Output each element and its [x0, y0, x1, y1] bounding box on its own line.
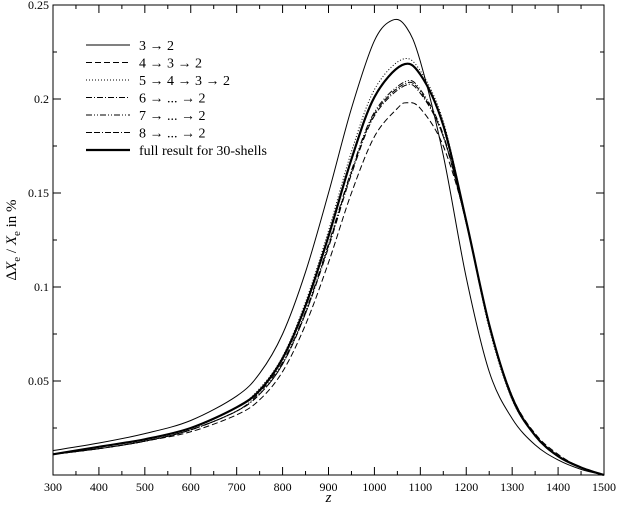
y-label-x2: X — [4, 235, 20, 246]
x-tick-label: 300 — [44, 480, 62, 494]
x-tick-label: 600 — [182, 480, 200, 494]
y-axis-label: ΔXe / Xe in % — [4, 199, 23, 280]
x-tick-label: 1100 — [409, 480, 433, 494]
x-tick-label: 800 — [274, 480, 292, 494]
x-tick-label: 700 — [228, 480, 246, 494]
y-label-x1: X — [4, 261, 20, 272]
x-tick-label: 1000 — [362, 480, 386, 494]
y-label-suffix: in % — [4, 199, 20, 231]
series-lines — [52, 18, 605, 477]
y-tick-label: 0.05 — [28, 374, 49, 388]
y-label-delta: Δ — [4, 271, 20, 281]
x-tick-label: 1300 — [500, 480, 524, 494]
series-line — [52, 62, 605, 477]
legend-entry-label: 6 → ... → 2 — [139, 92, 206, 107]
y-tick-label: 0.15 — [28, 186, 49, 200]
x-axis-label: z — [325, 490, 332, 506]
y-label-slash: / — [4, 245, 20, 257]
y-label-sub2: e — [11, 231, 23, 236]
x-tick-label: 500 — [136, 480, 154, 494]
y-tick-label: 0.25 — [28, 0, 49, 12]
x-tick-label: 1400 — [546, 480, 570, 494]
axis-tick-labels: 300 400 500 600 700 800 900 1000 1100 1200 1300 140… — [28, 0, 616, 494]
legend-entry-label: 4 → 3 → 2 — [139, 57, 202, 72]
legend-entry-label: 3 → 2 — [139, 39, 174, 54]
x-tick-label: 1500 — [592, 480, 616, 494]
y-tick-label: 0.2 — [34, 92, 49, 106]
series-line — [52, 18, 605, 476]
axis-ticks — [52, 4, 605, 475]
x-tick-label: 900 — [320, 480, 338, 494]
x-tick-label: 400 — [90, 480, 108, 494]
legend-entry-label: 5 → 4 → 3 → 2 — [139, 74, 230, 89]
legend: 3 → 2 4 → 3 → 2 5 → 4 → 3 → 2 6 → ... → 2 7 … — [86, 39, 267, 159]
x-tick-label: 1200 — [454, 480, 478, 494]
y-label-sub1: e — [11, 257, 23, 262]
legend-entry-label: full result for 30-shells — [139, 144, 267, 159]
legend-entry-label: 7 → ... → 2 — [139, 109, 206, 124]
legend-entry-label: 8 → ... → 2 — [139, 127, 206, 142]
y-tick-label: 0.1 — [34, 280, 49, 294]
series-line — [52, 102, 605, 476]
